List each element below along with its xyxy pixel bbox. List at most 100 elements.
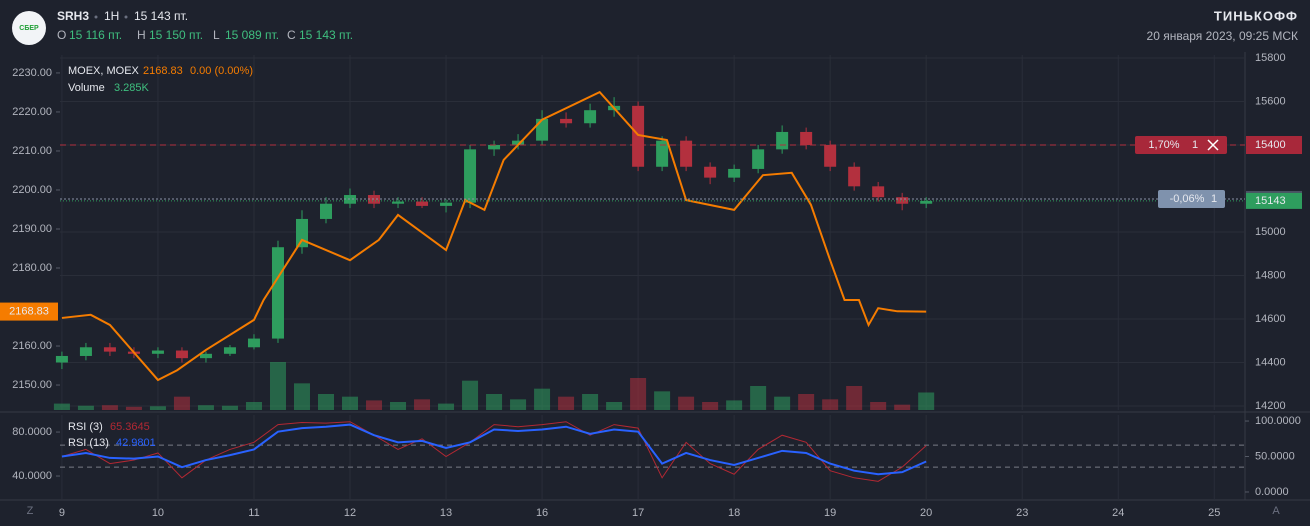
- volume-bar: [630, 378, 647, 410]
- labels: 9101112131617181920232425158001560015400…: [0, 52, 1302, 519]
- volume-bar: [366, 400, 383, 410]
- ohlc-key: H: [137, 28, 146, 42]
- candle-body: [512, 140, 525, 146]
- ticker: SRH3: [57, 9, 89, 23]
- order-axis-bg: [1246, 136, 1302, 155]
- volume-bar: [53, 403, 70, 410]
- y2-tick-label: 2180.00: [12, 262, 52, 274]
- volume-bar: [390, 402, 407, 410]
- candle-body: [704, 166, 717, 178]
- legend-overlay-change: 0.00 (0.00%): [190, 65, 253, 77]
- volume-bar: [245, 402, 262, 410]
- candle-body: [800, 131, 813, 146]
- rsi-y2-tick-label: 50.0000: [1255, 450, 1295, 462]
- y2-tick-label: 2220.00: [12, 106, 52, 118]
- datetime: 20 января 2023, 09:25 МСК: [1147, 29, 1298, 43]
- ohlc-key: C: [287, 28, 296, 42]
- volume-bar: [197, 405, 214, 410]
- x-tick-label: 10: [152, 507, 164, 519]
- position-box: [1158, 189, 1225, 208]
- volume-bar: [221, 405, 238, 410]
- volume-bar: [510, 399, 527, 410]
- corner-left: Z: [27, 505, 34, 517]
- last-price-bg: [1246, 192, 1302, 209]
- volume-bar: [486, 394, 503, 410]
- legend-volume-value: 3.285K: [114, 82, 150, 94]
- last-price-label: 15143: [1255, 195, 1286, 207]
- y2-tick-label: 2210.00: [12, 145, 52, 157]
- volume-bar: [846, 386, 863, 410]
- candle-body: [680, 140, 693, 167]
- candle-body: [151, 350, 164, 354]
- volume-bar: [702, 402, 719, 410]
- candle-body: [920, 200, 933, 204]
- separator: [124, 15, 128, 19]
- ohlc-value: 15 089 пт.: [225, 28, 279, 42]
- volume-bar: [726, 400, 743, 410]
- candle-body: [344, 195, 357, 204]
- order-axis-label: 15400: [1255, 139, 1286, 151]
- x-tick-label: 17: [632, 507, 644, 519]
- legend-rsi-name: RSI (13): [68, 437, 109, 449]
- y-tick-label: 14600: [1255, 313, 1286, 325]
- volume-bar: [438, 403, 455, 410]
- y-tick-label: 15000: [1255, 226, 1286, 238]
- volume-bar: [462, 380, 479, 410]
- candle-body: [103, 347, 116, 352]
- volume-bar: [582, 394, 599, 410]
- x-tick-label: 18: [728, 507, 740, 519]
- order-qty: 1: [1192, 139, 1198, 151]
- candle-body: [79, 347, 92, 356]
- ohlc-row: O 15 116 пт. H 15 150 пт. L 15 089 пт. C 15 143…: [57, 28, 353, 42]
- order-close-icon[interactable]: [1207, 139, 1219, 151]
- candle-body: [584, 110, 597, 124]
- candle-body: [560, 118, 573, 124]
- candle-body: [295, 218, 308, 248]
- candle-body: [848, 166, 861, 187]
- rsi-y-tick-label: 40.0000: [12, 470, 52, 482]
- x-tick-label: 20: [920, 507, 932, 519]
- candle-body: [776, 131, 789, 150]
- x-tick-label: 23: [1016, 507, 1028, 519]
- rsi-y2-tick-label: 100.0000: [1255, 415, 1301, 427]
- volume-bar: [606, 402, 623, 410]
- candle-body: [175, 350, 188, 359]
- candle-body: [320, 203, 333, 219]
- ohlc-key: O: [57, 28, 66, 42]
- y2-tick-label: 2190.00: [12, 223, 52, 235]
- volume-bar: [798, 394, 815, 410]
- volume-bar: [101, 405, 118, 410]
- y-tick-label: 15800: [1255, 52, 1286, 64]
- interval: 1H: [104, 9, 119, 23]
- overlay-line: [61, 90, 927, 382]
- candle-body: [656, 140, 669, 167]
- position-qty: 1: [1211, 193, 1217, 205]
- x-tick-label: 12: [344, 507, 356, 519]
- volume-bar: [678, 396, 695, 410]
- volume-bar: [269, 362, 286, 410]
- y2-tick-label: 2150.00: [12, 379, 52, 391]
- rsi-y2-tick-label: 0.0000: [1255, 486, 1289, 498]
- y2-tick-label: 2230.00: [12, 67, 52, 79]
- candle-body: [824, 145, 837, 167]
- candle-body: [440, 202, 453, 206]
- x-tick-label: 25: [1208, 507, 1220, 519]
- volume-bar: [318, 394, 335, 410]
- candle-body: [464, 149, 477, 203]
- separator: [94, 15, 98, 19]
- volume-bar: [534, 388, 551, 410]
- logo-text: СБЕР: [19, 25, 39, 32]
- broker: ТИНЬКОФФ: [1214, 8, 1298, 23]
- order-box: [1135, 136, 1227, 155]
- candle-body: [872, 186, 885, 198]
- candle-body: [223, 347, 236, 354]
- corner-right: A: [1272, 505, 1280, 517]
- y-tick-label: 15600: [1255, 95, 1286, 107]
- legend-rsi-value: 42.9801: [116, 437, 156, 449]
- rsi-line: [61, 423, 927, 476]
- volume-bar: [173, 396, 190, 410]
- volume-bar: [750, 386, 767, 410]
- volume-bar: [414, 399, 431, 410]
- candle-body: [368, 195, 381, 204]
